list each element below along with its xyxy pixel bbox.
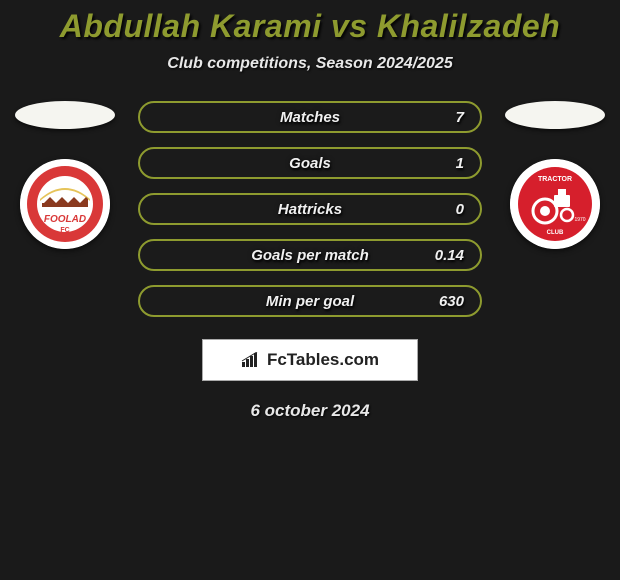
- stat-value: 0: [456, 201, 464, 218]
- svg-text:1970: 1970: [574, 217, 585, 223]
- brand-badge[interactable]: FcTables.com: [202, 339, 418, 381]
- stat-row-gpm: Goals per match 0.14: [138, 239, 482, 271]
- bar-chart-icon: [241, 352, 261, 368]
- page-title: Abdullah Karami vs Khalilzadeh: [0, 8, 620, 45]
- stat-value: 7: [456, 109, 464, 126]
- left-club-logo: FOOLAD FC: [20, 159, 110, 249]
- brand-text: FcTables.com: [267, 350, 379, 370]
- left-column: FOOLAD FC: [10, 101, 120, 249]
- stat-label: Goals: [140, 155, 480, 172]
- stat-row-goals: Goals 1: [138, 147, 482, 179]
- svg-text:TRACTOR: TRACTOR: [538, 176, 572, 183]
- svg-text:CLUB: CLUB: [547, 230, 564, 236]
- stat-label: Goals per match: [140, 247, 480, 264]
- tractor-logo-icon: TRACTOR CLUB 1970: [510, 159, 600, 249]
- foolad-logo-icon: FOOLAD FC: [20, 159, 110, 249]
- subtitle: Club competitions, Season 2024/2025: [0, 55, 620, 73]
- main-row: FOOLAD FC Matches 7 Goals 1 Hattricks 0 …: [0, 101, 620, 317]
- stat-value: 1: [456, 155, 464, 172]
- comparison-card: Abdullah Karami vs Khalilzadeh Club comp…: [0, 0, 620, 421]
- stat-row-hattricks: Hattricks 0: [138, 193, 482, 225]
- stat-label: Matches: [140, 109, 480, 126]
- left-oval: [15, 101, 115, 129]
- svg-text:FC: FC: [60, 227, 69, 234]
- stats-column: Matches 7 Goals 1 Hattricks 0 Goals per …: [138, 101, 482, 317]
- svg-text:FOOLAD: FOOLAD: [44, 214, 86, 225]
- right-club-logo: TRACTOR CLUB 1970: [510, 159, 600, 249]
- stat-row-matches: Matches 7: [138, 101, 482, 133]
- stat-value: 0.14: [435, 247, 464, 264]
- stat-label: Min per goal: [140, 293, 480, 310]
- right-oval: [505, 101, 605, 129]
- stat-label: Hattricks: [140, 201, 480, 218]
- stat-value: 630: [439, 293, 464, 310]
- date-text: 6 october 2024: [0, 401, 620, 421]
- stat-row-mpg: Min per goal 630: [138, 285, 482, 317]
- right-column: TRACTOR CLUB 1970: [500, 101, 610, 249]
